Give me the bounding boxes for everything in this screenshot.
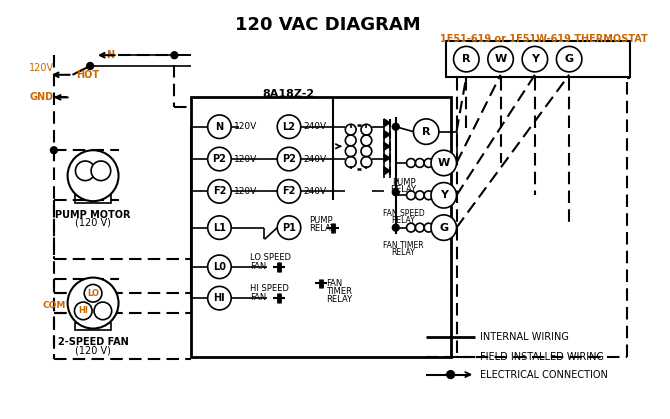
Text: G: G: [565, 54, 574, 64]
Circle shape: [277, 115, 301, 138]
Circle shape: [431, 150, 456, 176]
Text: LO: LO: [87, 289, 99, 298]
Circle shape: [277, 216, 301, 239]
Text: 120V: 120V: [234, 122, 257, 131]
Circle shape: [556, 47, 582, 72]
Polygon shape: [384, 131, 390, 138]
Circle shape: [431, 183, 456, 208]
Circle shape: [208, 180, 231, 203]
Text: Y: Y: [440, 190, 448, 200]
Circle shape: [68, 150, 119, 201]
Circle shape: [208, 287, 231, 310]
Text: 2-SPEED FAN: 2-SPEED FAN: [58, 337, 129, 347]
Polygon shape: [384, 142, 390, 150]
Circle shape: [68, 277, 119, 328]
Text: L2: L2: [283, 122, 295, 132]
Text: FAN: FAN: [250, 262, 266, 271]
Text: PUMP MOTOR: PUMP MOTOR: [56, 210, 131, 220]
Circle shape: [208, 115, 231, 138]
Text: N: N: [215, 122, 224, 132]
Text: G: G: [440, 222, 448, 233]
Circle shape: [393, 189, 399, 196]
Text: HI: HI: [78, 306, 88, 316]
Circle shape: [393, 123, 399, 130]
Text: 240V: 240V: [304, 155, 327, 163]
Text: 120V: 120V: [29, 63, 54, 73]
Circle shape: [50, 147, 58, 154]
Polygon shape: [384, 119, 390, 127]
Text: RELAY: RELAY: [326, 295, 352, 304]
Text: HI: HI: [214, 293, 225, 303]
Bar: [446, 41, 630, 77]
Text: Y: Y: [531, 54, 539, 64]
Circle shape: [86, 62, 94, 70]
Circle shape: [447, 371, 454, 378]
Text: HOT: HOT: [76, 70, 100, 80]
Text: 120V: 120V: [234, 155, 257, 163]
Bar: [76, 323, 111, 331]
Text: ELECTRICAL CONNECTION: ELECTRICAL CONNECTION: [480, 370, 608, 380]
Bar: [191, 97, 451, 357]
Text: 8A18Z-2: 8A18Z-2: [263, 90, 315, 99]
Circle shape: [413, 119, 439, 145]
Text: 120 VAC DIAGRAM: 120 VAC DIAGRAM: [235, 16, 421, 34]
Text: FIELD INSTALLED WIRING: FIELD INSTALLED WIRING: [480, 352, 604, 362]
Text: P2: P2: [212, 154, 226, 164]
Text: F2: F2: [213, 186, 226, 197]
Text: F2: F2: [282, 186, 295, 197]
Circle shape: [393, 224, 399, 231]
Circle shape: [84, 285, 102, 302]
Text: LO SPEED: LO SPEED: [250, 253, 291, 262]
Polygon shape: [384, 154, 390, 162]
Text: 240V: 240V: [304, 187, 327, 196]
Circle shape: [208, 255, 231, 279]
Text: (120 V): (120 V): [75, 218, 111, 228]
Circle shape: [277, 147, 301, 171]
Bar: [76, 195, 111, 203]
Text: FAN SPEED: FAN SPEED: [383, 209, 425, 218]
Text: RELAY: RELAY: [391, 184, 417, 194]
Text: R: R: [462, 54, 470, 64]
Text: W: W: [438, 158, 450, 168]
Circle shape: [74, 302, 92, 320]
Circle shape: [454, 47, 479, 72]
Text: RELAY: RELAY: [392, 216, 415, 225]
Text: N: N: [106, 50, 114, 60]
Text: P1: P1: [282, 222, 296, 233]
Text: FAN: FAN: [326, 279, 342, 288]
Text: 1F51-619 or 1F51W-619 THERMOSTAT: 1F51-619 or 1F51W-619 THERMOSTAT: [440, 34, 648, 44]
Text: R: R: [422, 127, 430, 137]
Text: 120V: 120V: [234, 187, 257, 196]
Circle shape: [208, 147, 231, 171]
Circle shape: [488, 47, 513, 72]
Text: PUMP: PUMP: [310, 216, 333, 225]
Circle shape: [76, 161, 95, 181]
Circle shape: [91, 161, 111, 181]
Circle shape: [522, 47, 547, 72]
Text: 240V: 240V: [304, 122, 327, 131]
Text: RELAY: RELAY: [392, 248, 415, 257]
Circle shape: [277, 180, 301, 203]
Text: FAN TIMER: FAN TIMER: [383, 241, 424, 250]
Circle shape: [208, 216, 231, 239]
Text: COM: COM: [42, 300, 66, 310]
Text: FAN: FAN: [250, 293, 266, 302]
Circle shape: [171, 52, 178, 59]
Text: GND: GND: [29, 92, 54, 102]
Text: P2: P2: [282, 154, 296, 164]
Text: TIMER: TIMER: [326, 287, 352, 296]
Polygon shape: [384, 167, 390, 175]
Text: (120 V): (120 V): [75, 345, 111, 355]
Text: RELAY: RELAY: [310, 223, 336, 233]
Text: L1: L1: [213, 222, 226, 233]
Text: HI SPEED: HI SPEED: [250, 284, 289, 293]
Circle shape: [431, 215, 456, 241]
Text: PUMP: PUMP: [392, 178, 415, 186]
Circle shape: [94, 302, 112, 320]
Text: W: W: [494, 54, 507, 64]
Text: L0: L0: [213, 262, 226, 272]
Text: INTERNAL WIRING: INTERNAL WIRING: [480, 332, 569, 342]
